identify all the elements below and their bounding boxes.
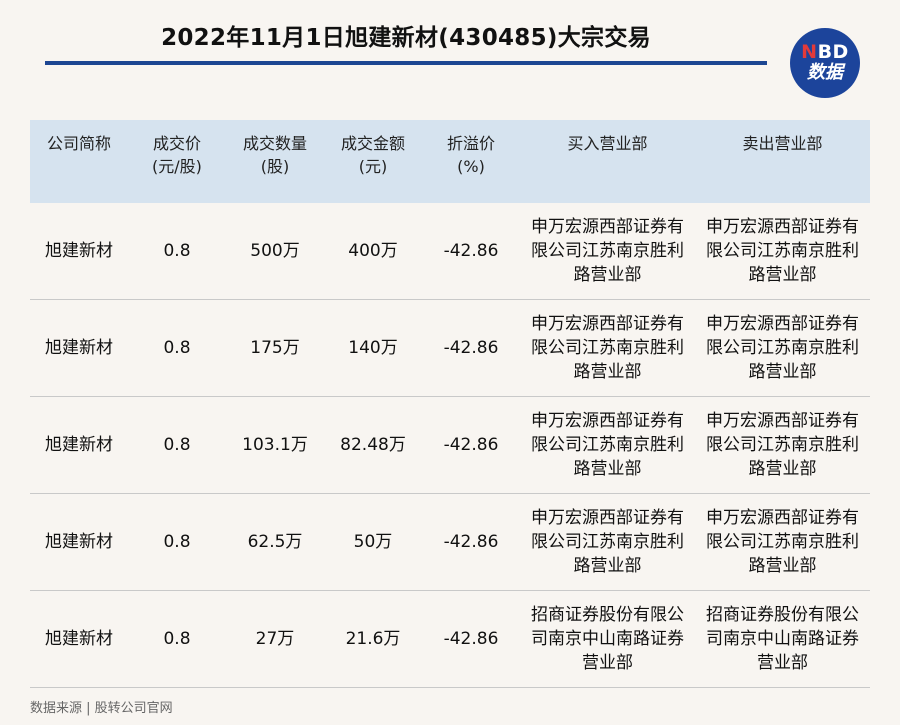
cell-buyer-branch: 申万宏源西部证券有限公司江苏南京胜利路营业部 [520, 299, 695, 397]
cell-company-name: 旭建新材 [30, 396, 128, 494]
logo-top-text: NBD [801, 42, 849, 62]
cell-seller-branch: 招商证券股份有限公司南京中山南路证券营业部 [695, 590, 870, 688]
header-label: 成交数量 [242, 134, 307, 153]
header-unit: (%) [457, 157, 485, 176]
page-title: 2022年11月1日旭建新材(430485)大宗交易 [161, 25, 651, 51]
cell-trade-volume: 175万 [226, 299, 324, 397]
cell-trade-amount: 21.6万 [324, 590, 422, 688]
header-unit: (元) [358, 157, 388, 176]
cell-company-name: 旭建新材 [30, 299, 128, 397]
table-header-row: 公司简称 成交价 (元/股) 成交数量 (股) 成交金额 (元) 折溢价 (%) 买入营业部 卖出营… [30, 120, 870, 203]
header-company-name: 公司简称 [30, 120, 128, 203]
cell-trade-volume: 27万 [226, 590, 324, 688]
cell-premium-discount: -42.86 [422, 396, 520, 494]
cell-seller-branch: 申万宏源西部证券有限公司江苏南京胜利路营业部 [695, 299, 870, 397]
table-row: 旭建新材 0.8 62.5万 50万 -42.86 申万宏源西部证券有限公司江苏南京胜利路… [30, 493, 870, 591]
cell-trade-amount: 400万 [324, 203, 422, 300]
cell-premium-discount: -42.86 [422, 299, 520, 397]
cell-trade-volume: 103.1万 [226, 396, 324, 494]
header-label: 公司简称 [46, 134, 111, 153]
cell-premium-discount: -42.86 [422, 590, 520, 688]
header-trade-amount: 成交金额 (元) [324, 120, 422, 203]
logo-n-letter: N [801, 41, 818, 63]
logo-bottom-text: 数据 [807, 62, 843, 83]
cell-buyer-branch: 申万宏源西部证券有限公司江苏南京胜利路营业部 [520, 493, 695, 591]
cell-seller-branch: 申万宏源西部证券有限公司江苏南京胜利路营业部 [695, 203, 870, 300]
cell-trade-price: 0.8 [128, 396, 226, 494]
cell-trade-price: 0.8 [128, 203, 226, 300]
cell-buyer-branch: 招商证券股份有限公司南京中山南路证券营业部 [520, 590, 695, 688]
header-label: 卖出营业部 [742, 134, 823, 153]
cell-company-name: 旭建新材 [30, 203, 128, 300]
cell-trade-volume: 62.5万 [226, 493, 324, 591]
cell-premium-discount: -42.86 [422, 203, 520, 300]
cell-trade-amount: 140万 [324, 299, 422, 397]
header-unit: (元/股) [152, 157, 202, 176]
nbd-logo: NBD 数据 [790, 28, 860, 98]
table-row: 旭建新材 0.8 103.1万 82.48万 -42.86 申万宏源西部证券有限公司江苏南… [30, 396, 870, 494]
block-trade-table: 公司简称 成交价 (元/股) 成交数量 (股) 成交金额 (元) 折溢价 (%) 买入营业部 卖出营… [30, 120, 870, 688]
cell-company-name: 旭建新材 [30, 493, 128, 591]
header-label: 买入营业部 [567, 134, 648, 153]
table-row: 旭建新材 0.8 27万 21.6万 -42.86 招商证券股份有限公司南京中山南路证券营… [30, 590, 870, 688]
header-buyer-branch: 买入营业部 [520, 120, 695, 203]
table-body: 旭建新材 0.8 500万 400万 -42.86 申万宏源西部证券有限公司江苏南京胜利路… [30, 203, 870, 688]
header-label: 成交价 [152, 134, 201, 153]
header-label: 折溢价 [446, 134, 495, 153]
table-row: 旭建新材 0.8 500万 400万 -42.86 申万宏源西部证券有限公司江苏南京胜利路… [30, 203, 870, 300]
cell-buyer-branch: 申万宏源西部证券有限公司江苏南京胜利路营业部 [520, 396, 695, 494]
cell-trade-price: 0.8 [128, 493, 226, 591]
cell-trade-amount: 50万 [324, 493, 422, 591]
header-trade-volume: 成交数量 (股) [226, 120, 324, 203]
header-premium-discount: 折溢价 (%) [422, 120, 520, 203]
logo-bd-letters: BD [817, 41, 849, 63]
cell-company-name: 旭建新材 [30, 590, 128, 688]
header-seller-branch: 卖出营业部 [695, 120, 870, 203]
cell-trade-amount: 82.48万 [324, 396, 422, 494]
cell-seller-branch: 申万宏源西部证券有限公司江苏南京胜利路营业部 [695, 493, 870, 591]
table-row: 旭建新材 0.8 175万 140万 -42.86 申万宏源西部证券有限公司江苏南京胜利路… [30, 299, 870, 397]
header-label: 成交金额 [340, 134, 405, 153]
data-source-note: 数据来源 | 股转公司官网 [30, 701, 173, 716]
title-underline [45, 61, 767, 65]
header-trade-price: 成交价 (元/股) [128, 120, 226, 203]
cell-trade-price: 0.8 [128, 299, 226, 397]
cell-trade-volume: 500万 [226, 203, 324, 300]
cell-buyer-branch: 申万宏源西部证券有限公司江苏南京胜利路营业部 [520, 203, 695, 300]
cell-seller-branch: 申万宏源西部证券有限公司江苏南京胜利路营业部 [695, 396, 870, 494]
header-unit: (股) [260, 157, 290, 176]
cell-trade-price: 0.8 [128, 590, 226, 688]
cell-premium-discount: -42.86 [422, 493, 520, 591]
